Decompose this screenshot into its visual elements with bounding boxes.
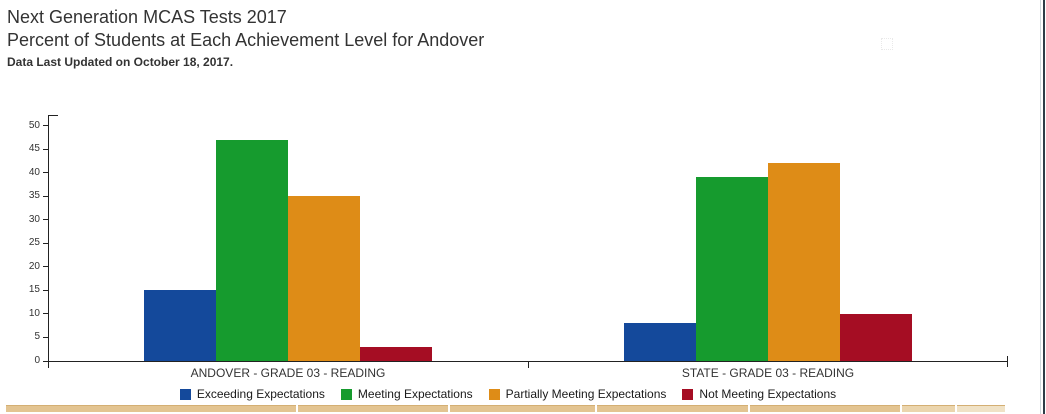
table-strip-cell [902, 405, 955, 412]
table-strip-cell [6, 405, 296, 412]
y-axis-tick [43, 242, 48, 244]
x-axis-end-tick [1007, 356, 1008, 367]
y-axis-label: 5 [34, 331, 40, 343]
table-strip-cell [298, 405, 448, 412]
y-axis-label: 35 [28, 190, 40, 202]
x-axis-category-label: ANDOVER - GRADE 03 - READING [190, 366, 386, 380]
legend-label: Not Meeting Expectations [699, 387, 837, 401]
legend-label: Partially Meeting Expectations [505, 387, 667, 401]
y-axis-tick [43, 360, 48, 362]
y-axis-label: 25 [28, 237, 40, 249]
y-axis-label: 45 [28, 143, 40, 155]
legend-item-partially-meeting-expectations[interactable]: Partially Meeting Expectations [488, 387, 667, 401]
table-strip-cell [957, 405, 1005, 412]
chart-subtitle: Percent of Students at Each Achievement … [7, 30, 485, 50]
y-axis-tick [43, 148, 48, 150]
x-axis-category-label: STATE - GRADE 03 - READING [681, 366, 855, 380]
bar-exceeding-expectations-state-grade-03-reading[interactable] [624, 323, 696, 361]
bar-exceeding-expectations-andover-grade-03-reading[interactable] [144, 290, 216, 361]
chart-title: Next Generation MCAS Tests 2017 [7, 7, 287, 27]
y-axis-tick [43, 125, 48, 127]
table-strip-cell [597, 405, 748, 412]
legend-item-meeting-expectations[interactable]: Meeting Expectations [340, 387, 473, 401]
legend-swatch-meeting-expectations [340, 388, 352, 400]
y-axis-label: 40 [28, 166, 40, 178]
data-updated-note: Data Last Updated on October 18, 2017. [7, 55, 234, 69]
bar-meeting-expectations-andover-grade-03-reading[interactable] [216, 139, 288, 361]
table-strip-cell [450, 405, 595, 412]
window-edge-highlight [1040, 0, 1041, 414]
table-strip-cell [750, 405, 900, 412]
legend-item-not-meeting-expectations[interactable]: Not Meeting Expectations [682, 387, 836, 401]
y-axis-tick [43, 195, 48, 197]
y-axis-tick [43, 313, 48, 315]
x-axis-category-boundary-tick [528, 361, 529, 368]
bar-partially-meeting-expectations-andover-grade-03-reading[interactable] [288, 196, 360, 361]
table-top-strip [0, 405, 1046, 412]
y-axis-label: 50 [28, 119, 40, 131]
y-axis-label: 30 [28, 213, 40, 225]
y-axis-line [48, 115, 49, 361]
y-axis-tick [43, 266, 48, 268]
legend-swatch-not-meeting-expectations [682, 388, 694, 400]
y-axis-label: 20 [28, 260, 40, 272]
legend-item-exceeding-expectations[interactable]: Exceeding Expectations [179, 387, 325, 401]
legend-label: Meeting Expectations [357, 387, 473, 401]
legend-label: Exceeding Expectations [196, 387, 325, 401]
bar-meeting-expectations-state-grade-03-reading[interactable] [696, 177, 768, 361]
y-axis-tick [43, 172, 48, 174]
y-axis-label: 0 [34, 355, 40, 366]
y-axis-tick [43, 219, 48, 221]
window-edge [1043, 0, 1045, 414]
bar-partially-meeting-expectations-state-grade-03-reading[interactable] [768, 163, 840, 361]
y-axis-tick [43, 336, 48, 338]
chart-legend: Exceeding Expectations Meeting Expectatio… [0, 387, 1016, 401]
bar-not-meeting-expectations-state-grade-03-reading[interactable] [840, 313, 912, 361]
x-axis-left-tick [48, 361, 49, 368]
y-axis-tick [43, 289, 48, 291]
bar-not-meeting-expectations-andover-grade-03-reading[interactable] [360, 346, 432, 361]
broken-image-artifact [881, 38, 893, 50]
y-axis-end-tick [48, 115, 58, 116]
legend-swatch-partially-meeting-expectations [488, 388, 500, 400]
legend-swatch-exceeding-expectations [179, 388, 191, 400]
y-axis-label: 10 [28, 307, 40, 319]
x-axis-line [48, 361, 1007, 362]
y-axis-label: 15 [28, 284, 40, 296]
